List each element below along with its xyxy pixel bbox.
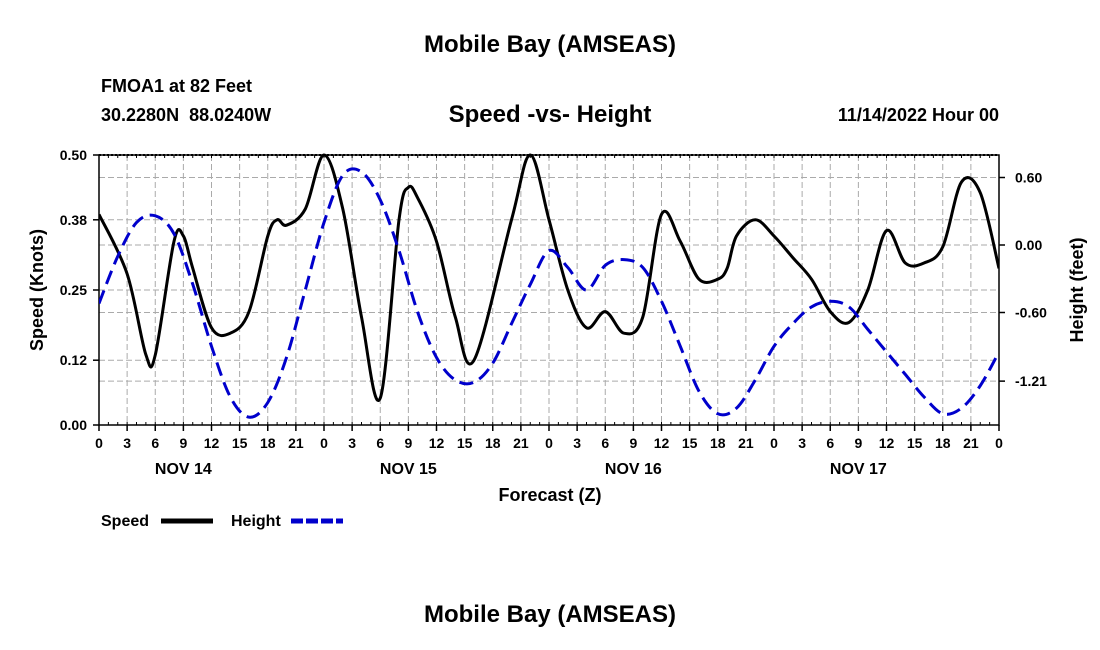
forecast-datetime: 11/14/2022 Hour 00 — [837, 105, 999, 125]
y-tick-label: 0.38 — [60, 212, 87, 228]
y2-axis-title: Height (feet) — [1067, 238, 1087, 343]
x-tick-label: 3 — [123, 435, 131, 451]
x-tick-label: 0 — [95, 435, 103, 451]
y2-tick-label: 0.60 — [1015, 170, 1042, 186]
x-tick-label: 15 — [682, 435, 698, 451]
x-axis-title: Forecast (Z) — [498, 485, 601, 505]
footer-title: Mobile Bay (AMSEAS) — [423, 601, 677, 628]
y-tick-label: 0.50 — [60, 147, 87, 163]
x-tick-label: 9 — [179, 435, 187, 451]
x-tick-label: 0 — [995, 435, 1003, 451]
y2-tick-label: 0.00 — [1015, 237, 1042, 253]
series-line-height — [99, 167, 999, 419]
x-tick-label: 15 — [232, 435, 248, 451]
x-tick-label: 9 — [404, 435, 412, 451]
x-tick-label: 0 — [770, 435, 778, 451]
y-tick-label: 0.12 — [60, 352, 87, 368]
x-tick-label: 3 — [348, 435, 356, 451]
x-tick-label: 18 — [485, 435, 501, 451]
x-tick-label: 9 — [629, 435, 637, 451]
x-tick-label: 18 — [935, 435, 951, 451]
date-label: NOV 17 — [830, 461, 887, 478]
y2-tick-label: -1.21 — [1015, 373, 1047, 389]
date-label: NOV 16 — [605, 461, 662, 478]
date-label: NOV 14 — [155, 461, 212, 478]
x-tick-label: 6 — [826, 435, 834, 451]
x-tick-label: 12 — [654, 435, 670, 451]
x-tick-label: 12 — [429, 435, 445, 451]
y-tick-label: 0.00 — [60, 417, 87, 433]
station-label: FMOA1 at 82 Feet — [101, 76, 253, 96]
chart-subtitle: Speed -vs- Height — [448, 101, 652, 128]
x-tick-label: 15 — [907, 435, 923, 451]
y-axis-title: Speed (Knots) — [27, 229, 47, 351]
x-tick-label: 18 — [710, 435, 726, 451]
series-line-speed — [99, 153, 999, 402]
x-tick-label: 6 — [151, 435, 159, 451]
coordinates-label: 30.2280N 88.0240W — [101, 105, 272, 125]
y2-tick-label: -0.60 — [1015, 305, 1047, 321]
x-tick-label: 12 — [204, 435, 220, 451]
x-tick-label: 6 — [601, 435, 609, 451]
chart-title: Mobile Bay (AMSEAS) — [423, 31, 677, 58]
date-label: NOV 15 — [380, 461, 437, 478]
x-tick-label: 0 — [545, 435, 553, 451]
x-tick-label: 18 — [260, 435, 276, 451]
x-tick-label: 3 — [798, 435, 806, 451]
x-tick-label: 12 — [879, 435, 895, 451]
x-tick-label: 9 — [854, 435, 862, 451]
x-tick-label: 21 — [738, 435, 754, 451]
x-tick-label: 15 — [457, 435, 473, 451]
x-tick-label: 0 — [320, 435, 328, 451]
x-tick-label: 3 — [573, 435, 581, 451]
x-tick-label: 21 — [288, 435, 304, 451]
legend-label-speed: Speed — [101, 513, 149, 530]
x-tick-label: 21 — [513, 435, 529, 451]
x-tick-label: 21 — [963, 435, 979, 451]
x-tick-label: 6 — [376, 435, 384, 451]
y-tick-label: 0.25 — [60, 282, 87, 298]
legend-label-height: Height — [231, 513, 281, 530]
